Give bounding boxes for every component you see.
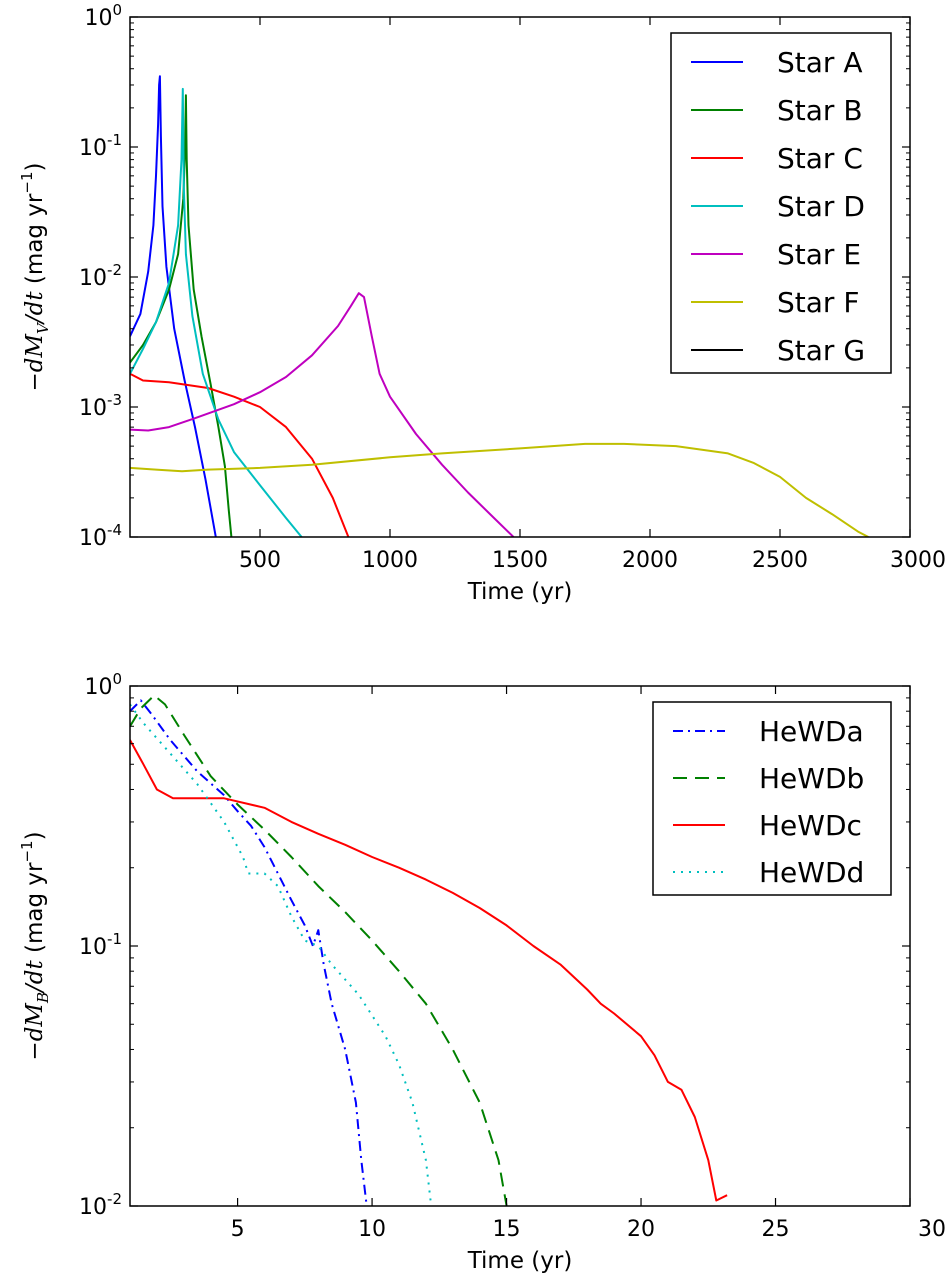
y-tick-label: 100 [84, 670, 122, 700]
y-tick-label: 10-1 [79, 131, 122, 161]
x-axis-label: Time (yr) [467, 1248, 573, 1274]
y-tick-label: 10-2 [79, 261, 122, 291]
series-line-hewdc [130, 739, 728, 1202]
y-axis-label: −dMV/dt (mag yr−1) [18, 163, 52, 392]
legend-label: Star C [777, 142, 863, 175]
x-tick-label: 25 [762, 1217, 790, 1242]
legend-label: Star E [777, 238, 861, 271]
chart-2: 5 10 15 20 25 30 10-2 10-1 100 Time (yr) −dMB/dt (… [18, 670, 946, 1274]
legend-label: HeWDb [759, 762, 864, 795]
x-axis-label: Time (yr) [467, 579, 573, 605]
legend-box [652, 701, 892, 896]
series-line-hewdb [130, 694, 508, 1206]
series-line-star-a [130, 75, 217, 537]
y-tick-label: 10-1 [79, 930, 122, 960]
x-tick-label: 500 [239, 548, 281, 573]
x-tick-label: 3000 [890, 548, 946, 573]
series-line-star-b [130, 94, 233, 537]
legend-label: Star D [777, 190, 865, 223]
legend-box [670, 32, 892, 374]
y-tick-label: 10-3 [79, 391, 122, 421]
legend-label: HeWDa [759, 715, 864, 748]
y-tick-label: 10-4 [79, 521, 122, 551]
legend-label: Star B [777, 94, 863, 127]
y-tick-label: 10-2 [79, 1190, 122, 1220]
x-tick-label: 1000 [362, 548, 418, 573]
series-group [130, 75, 869, 537]
legend: HeWDa HeWDb HeWDc HeWDd [652, 701, 892, 896]
legend-label: HeWDc [759, 809, 862, 842]
x-tick-label: 30 [918, 1217, 946, 1242]
x-tick-label: 15 [493, 1217, 521, 1242]
y-axis-label: −dMB/dt (mag yr−1) [18, 831, 52, 1060]
x-tick-label: 1500 [492, 548, 548, 573]
legend-label: HeWDd [759, 856, 864, 889]
series-line-star-f [130, 442, 869, 537]
series-line-star-c [130, 372, 350, 537]
x-tick-label: 2500 [752, 548, 808, 573]
series-line-hewdd [130, 703, 433, 1206]
x-tick-label: 2000 [622, 548, 678, 573]
x-tick-label: 20 [627, 1217, 655, 1242]
x-tick-label: 10 [358, 1217, 386, 1242]
legend-label: Star G [777, 334, 865, 367]
chart-1: 500 1000 1500 2000 2500 3000 10-4 10-3 10-2 10-1 1… [18, 1, 946, 605]
legend-label: Star A [777, 46, 862, 79]
legend-label: Star F [777, 286, 859, 319]
series-group [130, 694, 728, 1206]
x-tick-label: 5 [231, 1217, 245, 1242]
y-tick-label: 100 [84, 1, 122, 31]
series-line-star-e [130, 292, 515, 537]
legend: Star A Star B Star C Star D Star E Star F Star… [670, 32, 892, 374]
series-line-hewda [130, 699, 368, 1206]
